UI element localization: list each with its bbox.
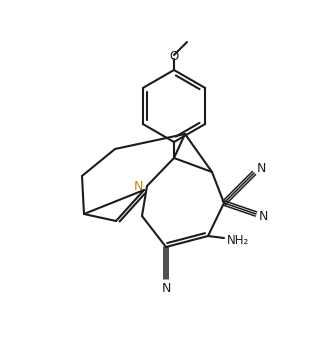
Text: N: N [133, 181, 143, 194]
Text: NH₂: NH₂ [227, 234, 249, 246]
Text: O: O [169, 51, 179, 63]
Text: N: N [258, 211, 268, 223]
Text: N: N [161, 281, 171, 295]
Text: N: N [256, 161, 266, 175]
